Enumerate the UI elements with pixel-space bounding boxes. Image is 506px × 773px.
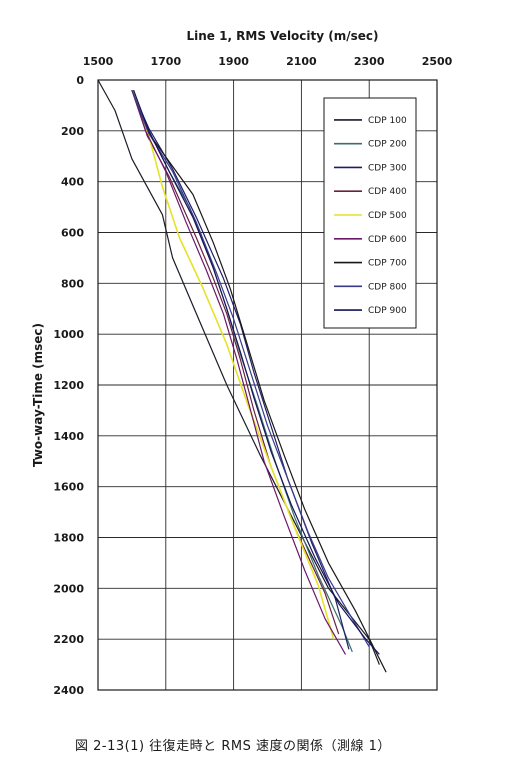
series-line-cdp-600 bbox=[131, 90, 347, 655]
legend-entry: CDP 400 bbox=[368, 187, 407, 197]
y-tick-label: 2000 bbox=[53, 582, 84, 595]
y-tick-label: 1400 bbox=[53, 430, 84, 443]
legend-entry: CDP 300 bbox=[368, 163, 407, 173]
y-tick-label: 0 bbox=[76, 74, 84, 87]
legend-entry: CDP 900 bbox=[368, 306, 407, 316]
x-tick-label: 1500 bbox=[83, 55, 114, 68]
x-tick-label: 1900 bbox=[218, 55, 249, 68]
y-tick-label: 400 bbox=[61, 176, 84, 189]
legend-entry: CDP 800 bbox=[368, 282, 407, 292]
y-tick-label: 2200 bbox=[53, 633, 84, 646]
legend-box bbox=[323, 97, 417, 329]
series-line-cdp-700 bbox=[131, 89, 387, 673]
legend-entry: CDP 100 bbox=[368, 116, 407, 126]
legend: CDP 100 CDP 200 CDP 300 CDP 400 CDP 500 CDP 6… bbox=[323, 97, 417, 329]
y-tick-label: 1000 bbox=[53, 328, 84, 341]
legend-entry: CDP 600 bbox=[368, 235, 407, 245]
x-tick-label: 2300 bbox=[354, 55, 385, 68]
series-lines bbox=[97, 79, 387, 673]
legend-entry: CDP 500 bbox=[368, 211, 407, 221]
series-line-cdp-400 bbox=[133, 90, 340, 635]
chart-title: Line 1, RMS Velocity (m/sec) bbox=[186, 29, 378, 43]
y-axis-label: Two-way-Time (msec) bbox=[31, 323, 45, 467]
x-tick-label: 1700 bbox=[150, 55, 181, 68]
y-tick-label: 2400 bbox=[53, 684, 84, 697]
series-line-cdp-200 bbox=[131, 89, 353, 653]
plot-frame bbox=[97, 79, 438, 691]
x-tick-label: 2500 bbox=[422, 55, 453, 68]
y-tick-label: 800 bbox=[61, 277, 84, 290]
y-tick-label: 1800 bbox=[53, 532, 84, 545]
y-tick-labels: 0 200 400 600 800 1000 1200 1400 1600 1800 2000 220… bbox=[53, 74, 84, 697]
series-line-cdp-800 bbox=[131, 89, 370, 648]
y-tick-label: 600 bbox=[61, 227, 84, 240]
legend-entry: CDP 200 bbox=[368, 140, 407, 150]
legend-entry: CDP 700 bbox=[368, 259, 407, 269]
series-line-cdp-500 bbox=[132, 89, 335, 640]
y-tick-label: 1200 bbox=[53, 379, 84, 392]
series-line-cdp-300 bbox=[131, 89, 350, 650]
series-line-cdp-900 bbox=[133, 89, 380, 655]
y-tick-label: 1600 bbox=[53, 481, 84, 494]
x-tick-labels: 1500 1700 1900 2100 2300 2500 bbox=[83, 55, 453, 68]
x-tick-label: 2100 bbox=[286, 55, 317, 68]
y-tick-label: 200 bbox=[61, 125, 84, 138]
figure-caption: 図 2-13(1) 往復走時と RMS 速度の関係（測線 1） bbox=[75, 739, 391, 754]
